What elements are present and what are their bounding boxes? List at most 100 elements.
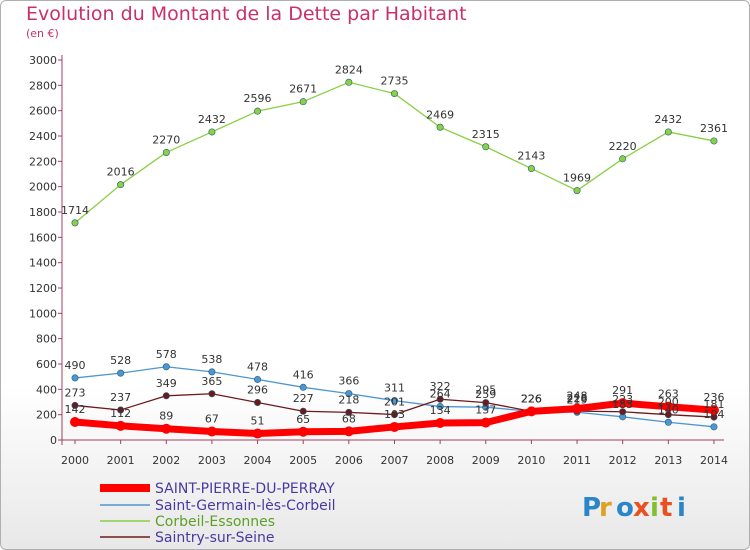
- data-point: [390, 397, 398, 405]
- data-point: [710, 137, 718, 145]
- legend-entry: Saintry-sur-Seine: [155, 530, 275, 546]
- data-label: 237: [110, 391, 131, 404]
- data-label: 183: [612, 398, 633, 411]
- data-label: 264: [430, 388, 451, 401]
- data-label: 2315: [472, 128, 500, 141]
- data-point: [252, 428, 263, 439]
- data-label: 538: [201, 353, 222, 366]
- y-tick-label: 3000: [29, 54, 57, 67]
- x-tick-label: 2011: [563, 454, 591, 467]
- data-point: [436, 123, 444, 131]
- data-point: [254, 399, 262, 407]
- data-labels: 1714 2016 2270 2432 2596 2671 2824 2735 2469 2315…: [61, 63, 728, 427]
- data-label: 248: [567, 390, 588, 403]
- legend-entry: Saint-Germain-lès-Corbeil: [155, 498, 336, 514]
- data-point: [115, 420, 126, 431]
- logo-letter: t: [660, 493, 672, 523]
- data-point: [117, 406, 125, 414]
- data-point: [345, 390, 353, 398]
- data-label: 142: [65, 403, 86, 416]
- data-point: [299, 98, 307, 106]
- data-point: [710, 423, 718, 431]
- data-point: [345, 78, 353, 86]
- data-label: 137: [475, 404, 496, 417]
- x-tick-label: 2003: [198, 454, 226, 467]
- data-point: [254, 375, 262, 383]
- data-point: [117, 181, 125, 189]
- chart-subtitle: (en €): [26, 27, 59, 40]
- data-point: [664, 418, 672, 426]
- x-tick-label: 2008: [426, 454, 454, 467]
- data-label: 223: [612, 393, 633, 406]
- data-label: 2671: [289, 83, 317, 96]
- data-label: 103: [384, 408, 405, 421]
- data-label: 226: [521, 392, 542, 405]
- x-tick-label: 2009: [472, 454, 500, 467]
- x-tick-label: 2012: [609, 454, 637, 467]
- data-point: [299, 383, 307, 391]
- data-point: [161, 423, 172, 434]
- y-tick-label: 1800: [29, 206, 57, 219]
- data-label: 259: [475, 388, 496, 401]
- data-label: 2469: [426, 108, 454, 121]
- data-label: 349: [156, 377, 177, 390]
- x-tick-label: 2000: [61, 454, 89, 467]
- data-point: [390, 90, 398, 98]
- data-label: 1714: [61, 204, 89, 217]
- data-point: [389, 421, 400, 432]
- data-label: 228: [567, 392, 588, 405]
- data-label: 140: [658, 403, 679, 416]
- data-label: 2596: [244, 92, 272, 105]
- data-point: [206, 426, 217, 437]
- data-label: 416: [293, 368, 314, 381]
- data-point: [573, 187, 581, 195]
- y-tick-label: 2400: [29, 130, 57, 143]
- data-point: [480, 417, 491, 428]
- data-label: 578: [156, 348, 177, 361]
- data-point: [162, 148, 170, 156]
- data-point: [298, 426, 309, 437]
- data-label: 528: [110, 354, 131, 367]
- data-point: [619, 155, 627, 163]
- data-point: [208, 390, 216, 398]
- y-tick-label: 2000: [29, 181, 57, 194]
- logo-letter: x: [633, 493, 650, 523]
- data-point: [436, 395, 444, 403]
- data-point: [70, 417, 80, 428]
- data-point: [208, 128, 216, 136]
- data-point: [71, 219, 79, 227]
- data-point: [617, 398, 628, 409]
- data-label: 112: [110, 407, 131, 420]
- data-point: [254, 107, 262, 115]
- data-label: 236: [703, 391, 724, 404]
- x-tick-label: 2010: [517, 454, 545, 467]
- legend: SAINT-PIERRE-DU-PERRAYSaint-Germain-lès-…: [100, 481, 336, 546]
- x-tick-label: 2005: [289, 454, 317, 467]
- data-point: [619, 408, 627, 416]
- data-point: [663, 401, 674, 412]
- data-label: 218: [338, 393, 359, 406]
- data-point: [71, 401, 79, 409]
- data-label: 296: [247, 384, 268, 397]
- x-tick-label: 2006: [335, 454, 363, 467]
- proxiti-logo: Pr o x i t i: [582, 493, 686, 523]
- data-label: 2432: [198, 113, 226, 126]
- data-point: [708, 405, 719, 416]
- data-point: [208, 368, 216, 376]
- data-label: 295: [475, 384, 496, 397]
- data-label: 366: [338, 375, 359, 388]
- data-label: 322: [430, 380, 451, 393]
- logo-letter: r: [599, 493, 612, 523]
- data-label: 51: [251, 415, 265, 428]
- data-label: 2016: [107, 166, 135, 179]
- data-point: [482, 143, 490, 151]
- y-tick-label: 2200: [29, 155, 57, 168]
- data-point: [71, 374, 79, 382]
- data-point: [299, 407, 307, 415]
- legend-entry: Corbeil-Essonnes: [155, 514, 275, 530]
- data-label: 226: [521, 392, 542, 405]
- y-tick-label: 1200: [29, 282, 57, 295]
- data-label: 2735: [380, 75, 408, 88]
